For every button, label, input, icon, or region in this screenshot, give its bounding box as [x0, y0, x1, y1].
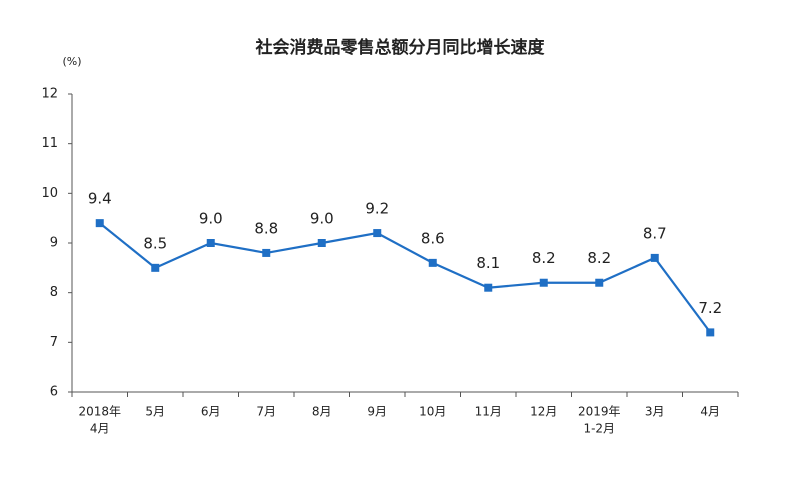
value-label: 7.2	[698, 299, 722, 317]
data-point	[95, 219, 104, 228]
value-label: 8.2	[587, 249, 611, 267]
data-line	[99, 222, 712, 334]
value-label: 8.2	[532, 249, 556, 267]
x-tick-label: 4月	[700, 405, 720, 419]
data-point	[206, 239, 215, 247]
y-tick-label: 8	[50, 285, 58, 300]
x-tick-label: 7月	[256, 405, 276, 419]
y-tick-label: 9	[50, 236, 58, 251]
x-tick-label: 9月	[367, 405, 387, 419]
x-tick-label: 6月	[201, 405, 221, 419]
data-point	[373, 229, 382, 238]
chart-title: 社会消费品零售总额分月同比增长速度	[255, 37, 546, 58]
data-point	[484, 283, 493, 292]
y-tick-label: 7	[50, 335, 58, 350]
x-tick-label: 3月	[645, 405, 665, 419]
data-point	[706, 328, 715, 337]
x-tick-label: 2019年	[578, 405, 621, 419]
value-label: 8.8	[254, 219, 278, 237]
value-label: 9.0	[199, 210, 223, 228]
x-tick-label: 1-2月	[583, 422, 615, 436]
x-tick-label: 11月	[475, 405, 502, 419]
data-point	[317, 239, 326, 247]
y-tick-label: 10	[41, 186, 58, 201]
y-tick-label: 6	[50, 385, 58, 400]
data-point	[650, 253, 659, 262]
value-label: 9.4	[88, 190, 112, 208]
data-point	[262, 248, 271, 257]
y-axis-label: (%)	[62, 55, 81, 68]
value-label: 9.2	[365, 200, 389, 218]
value-label: 8.6	[421, 229, 445, 247]
x-tick-label: 8月	[312, 405, 332, 419]
x-tick-label: 2018年	[78, 405, 121, 419]
value-label: 8.1	[476, 254, 500, 272]
data-point	[595, 278, 604, 287]
x-tick-label: 12月	[530, 405, 557, 419]
data-point	[151, 263, 160, 272]
data-point	[539, 278, 548, 287]
data-point	[428, 258, 437, 267]
x-tick-label: 10月	[419, 405, 446, 419]
y-tick-label: 12	[41, 87, 58, 102]
x-tick-label: 4月	[90, 422, 110, 436]
x-tick-label: 5月	[145, 405, 165, 419]
value-label: 8.7	[643, 224, 667, 242]
value-label: 9.0	[310, 210, 334, 228]
value-label: 8.5	[143, 234, 167, 252]
y-tick-label: 11	[41, 136, 58, 151]
